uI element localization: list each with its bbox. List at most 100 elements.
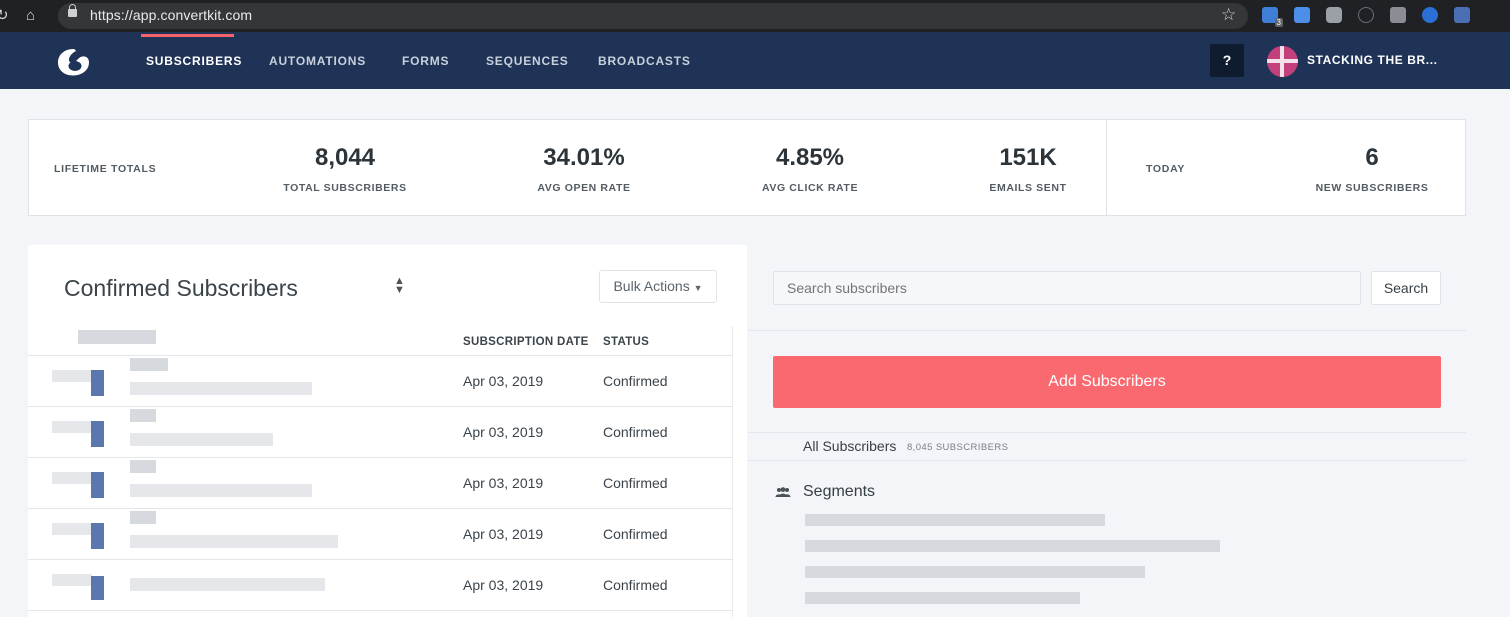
list-title[interactable]: Confirmed Subscribers	[64, 275, 298, 301]
help-button[interactable]: ?	[1210, 44, 1244, 77]
emails-sent-caption: EMAILS SENT	[989, 182, 1067, 194]
stats-divider	[1106, 120, 1107, 215]
table-header-divider	[28, 355, 733, 356]
new-subscribers-value: 6	[1365, 144, 1379, 171]
nav-broadcasts[interactable]: BROADCASTS	[598, 54, 691, 68]
url-text[interactable]: https://app.convertkit.com	[90, 7, 253, 23]
sort-toggle-icon[interactable]: ▲ ▼	[394, 275, 405, 296]
nav-sequences[interactable]: SEQUENCES	[486, 54, 569, 68]
password-manager-icon[interactable]	[1422, 7, 1438, 23]
redacted-name	[130, 511, 156, 524]
redacted-avatar	[91, 421, 104, 447]
extension-badge: 3	[1274, 18, 1283, 27]
bulk-actions-label: Bulk Actions	[613, 278, 690, 294]
redacted-avatar	[91, 370, 104, 396]
emails-sent-value: 151K	[999, 144, 1057, 171]
redacted-avatar	[91, 576, 104, 600]
subscriber-status: Confirmed	[603, 424, 668, 440]
table-row[interactable]: Apr 03, 2019 Confirmed	[28, 407, 733, 458]
subscriber-status: Confirmed	[603, 373, 668, 389]
redacted-email	[130, 382, 312, 395]
table-row[interactable]: Apr 03, 2019 Confirmed	[28, 509, 733, 560]
subscribers-sidebar: Search Add Subscribers All Subscribers 8…	[748, 245, 1466, 617]
account-name[interactable]: STACKING THE BR...	[1307, 53, 1438, 67]
redacted-cell	[52, 523, 92, 535]
subscription-date: Apr 03, 2019	[463, 526, 544, 542]
redacted-email	[130, 578, 325, 591]
address-bar[interactable]	[58, 3, 1248, 29]
caret-down-icon: ▼	[693, 283, 703, 293]
nav-forms[interactable]: FORMS	[402, 54, 450, 68]
redacted-email	[130, 484, 312, 497]
redacted-avatar	[91, 472, 104, 498]
convertkit-logo-icon[interactable]	[56, 47, 91, 77]
today-label: TODAY	[1146, 163, 1186, 175]
account-avatar[interactable]	[1267, 46, 1298, 77]
extension-icon-4[interactable]	[1358, 7, 1374, 23]
segments-heading: Segments	[803, 483, 876, 500]
app-header: SUBSCRIBERS AUTOMATIONS FORMS SEQUENCES …	[0, 32, 1510, 89]
avg-click-rate-value: 4.85%	[775, 144, 845, 171]
redacted-avatar	[91, 523, 104, 549]
total-subscribers-value: 8,044	[314, 144, 376, 171]
active-tab-indicator	[141, 34, 234, 37]
stats-panel: LIFETIME TOTALS 8,044 TOTAL SUBSCRIBERS …	[28, 119, 1466, 216]
table-row[interactable]: Apr 03, 2019 Confirmed	[28, 560, 733, 611]
subscriber-status: Confirmed	[603, 475, 668, 491]
redacted-cell	[52, 421, 92, 433]
nav-automations[interactable]: AUTOMATIONS	[269, 54, 367, 68]
subscription-date: Apr 03, 2019	[463, 373, 544, 389]
sidebar-divider	[748, 432, 1466, 433]
bookmark-star-icon[interactable]: ☆	[1221, 5, 1237, 24]
redacted-name	[130, 409, 156, 422]
sidebar-divider	[748, 330, 1466, 331]
extension-icon-2[interactable]	[1294, 7, 1310, 23]
subscription-date: Apr 03, 2019	[463, 577, 544, 593]
avg-open-rate-value: 34.01%	[543, 144, 625, 171]
search-input[interactable]	[773, 271, 1361, 305]
add-subscribers-button[interactable]: Add Subscribers	[773, 356, 1441, 408]
extension-icon-5[interactable]	[1390, 7, 1406, 23]
redacted-segment[interactable]	[805, 566, 1145, 578]
redacted-name	[130, 460, 156, 473]
column-subscription-date[interactable]: SUBSCRIPTION DATE	[463, 336, 589, 348]
lock-icon[interactable]	[68, 4, 77, 17]
lifetime-totals-label: LIFETIME TOTALS	[54, 163, 157, 175]
redacted-email	[130, 535, 338, 548]
redacted-cell	[52, 574, 92, 586]
nav-subscribers[interactable]: SUBSCRIBERS	[146, 54, 243, 68]
redacted-segment[interactable]	[805, 592, 1080, 604]
redacted-email	[130, 433, 273, 446]
extension-icon-1[interactable]: 3	[1262, 7, 1283, 27]
redacted-cell	[52, 472, 92, 484]
all-subscribers-link[interactable]: All Subscribers	[803, 438, 897, 454]
home-icon[interactable]: ⌂	[26, 7, 36, 24]
redacted-segment[interactable]	[805, 540, 1220, 552]
subscribers-table: SUBSCRIPTION DATE STATUS Apr 03, 2019 Co…	[28, 326, 733, 617]
new-subscribers-caption: NEW SUBSCRIBERS	[1315, 182, 1429, 194]
bulk-actions-button[interactable]: Bulk Actions ▼	[599, 270, 717, 303]
redacted-cell	[52, 370, 92, 382]
table-row[interactable]: Apr 03, 2019 Confirmed	[28, 356, 733, 407]
browser-toolbar: ↻ ⌂ https://app.convertkit.com ☆ 3	[0, 0, 1510, 32]
subscriber-status: Confirmed	[603, 577, 668, 593]
redacted-segment[interactable]	[805, 514, 1105, 526]
avg-open-rate-caption: AVG OPEN RATE	[537, 182, 631, 194]
camera-icon[interactable]	[1326, 7, 1342, 23]
total-subscribers-caption: TOTAL SUBSCRIBERS	[283, 182, 407, 194]
users-group-icon	[775, 487, 791, 497]
reload-icon[interactable]: ↻	[0, 7, 9, 24]
subscription-date: Apr 03, 2019	[463, 475, 544, 491]
subscriber-status: Confirmed	[603, 526, 668, 542]
subscribers-list-panel: Confirmed Subscribers ▲ ▼ Bulk Actions ▼ …	[28, 245, 747, 617]
avg-click-rate-caption: AVG CLICK RATE	[761, 182, 859, 194]
redacted-name	[130, 358, 168, 371]
search-button[interactable]: Search	[1371, 271, 1441, 305]
all-subscribers-count: 8,045 SUBSCRIBERS	[907, 442, 1009, 453]
subscription-date: Apr 03, 2019	[463, 424, 544, 440]
column-status[interactable]: STATUS	[603, 336, 650, 348]
redacted-header	[78, 330, 156, 344]
table-row[interactable]: Apr 03, 2019 Confirmed	[28, 458, 733, 509]
extension-icon-7[interactable]	[1454, 7, 1470, 23]
sidebar-divider	[748, 460, 1466, 461]
